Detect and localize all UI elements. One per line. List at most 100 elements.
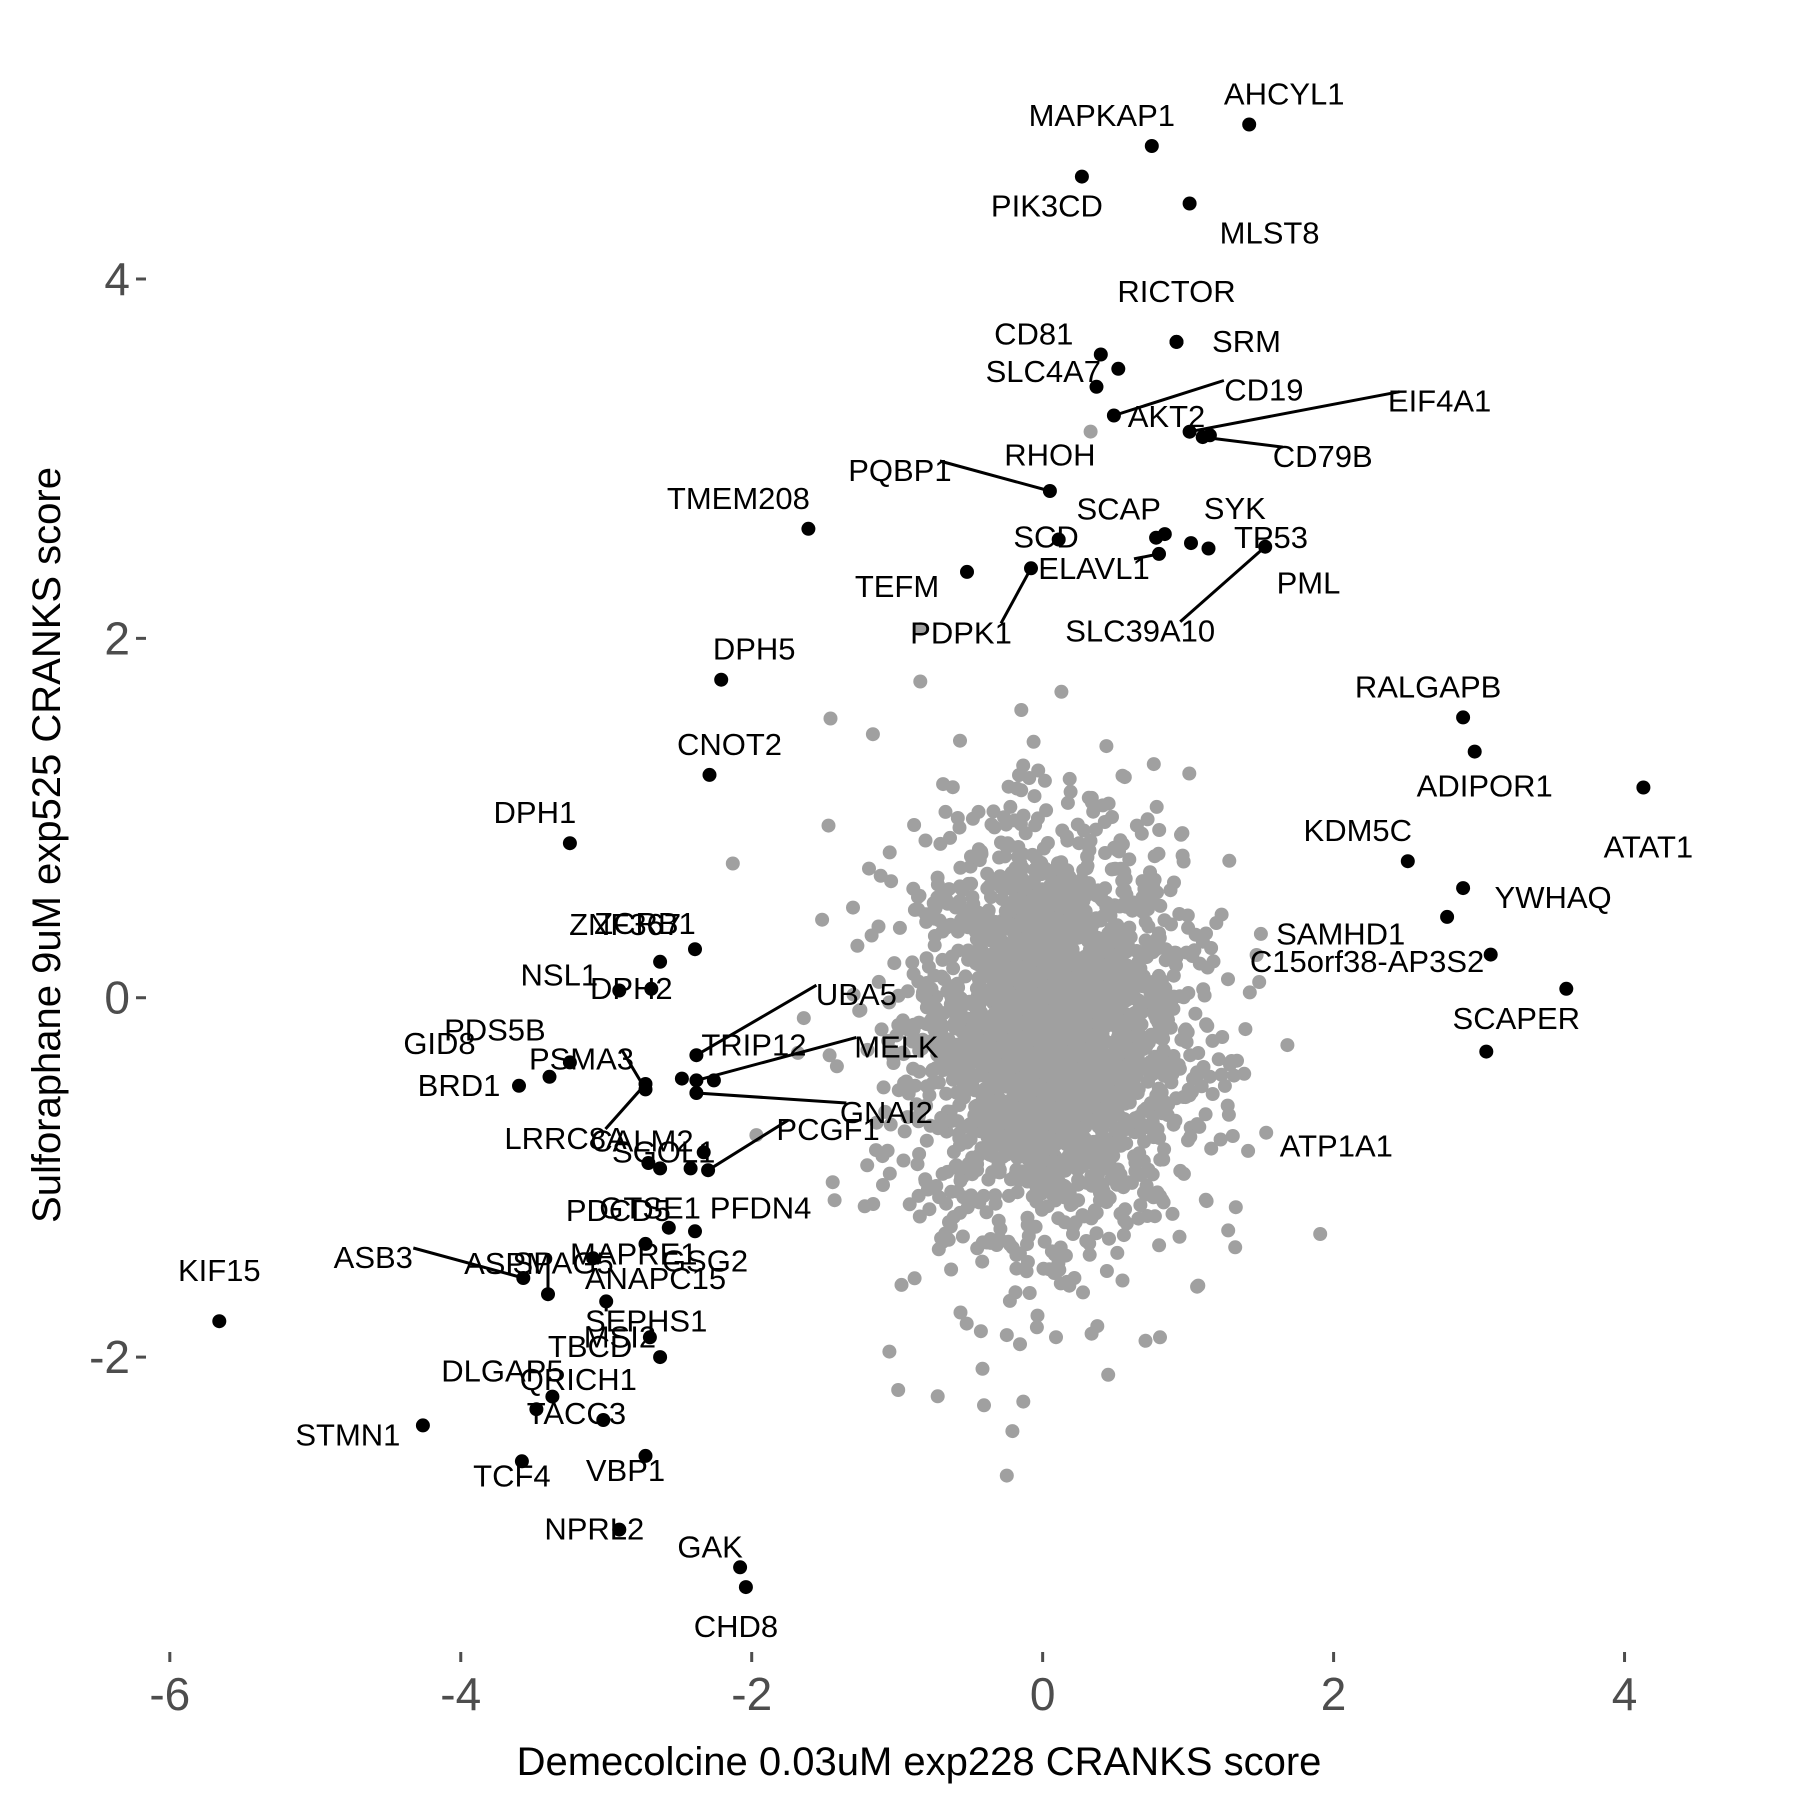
label-scd: SCD	[1013, 520, 1078, 555]
x-tick-label: -2	[731, 1668, 772, 1720]
point-qrich1	[596, 1413, 611, 1427]
label-calm2: CALM2	[590, 1124, 693, 1159]
background-point	[995, 1031, 1010, 1046]
background-point	[1192, 956, 1207, 971]
point-elavl1	[1152, 546, 1166, 561]
background-point	[1199, 926, 1213, 941]
label-elavl1: ELAVL1	[1038, 551, 1149, 586]
background-point	[1141, 1063, 1156, 1078]
background-point	[897, 1124, 912, 1139]
background-point	[1110, 1162, 1125, 1177]
background-point	[876, 1080, 891, 1095]
background-point	[1198, 1107, 1213, 1122]
background-point	[941, 1232, 956, 1247]
background-point	[919, 1000, 934, 1015]
background-point	[1022, 1044, 1037, 1059]
label-znf367: ZNF367	[569, 907, 681, 942]
background-point	[1153, 1330, 1167, 1345]
background-point	[1138, 1333, 1153, 1348]
label-spag5: SPAG5	[513, 1245, 614, 1280]
point-ralgapb	[1456, 710, 1471, 725]
label-brd1: BRD1	[418, 1068, 501, 1103]
background-point	[1059, 829, 1074, 844]
background-point	[943, 1219, 958, 1234]
background-point	[1049, 937, 1064, 952]
background-point	[943, 997, 958, 1012]
background-point	[1204, 941, 1219, 955]
point-gid8	[542, 1069, 557, 1084]
background-point	[919, 1133, 934, 1148]
label-slc4a7: SLC4A7	[986, 354, 1101, 389]
label-tp53: TP53	[1234, 520, 1308, 555]
background-point	[1133, 1198, 1148, 1213]
background-point	[973, 1324, 988, 1339]
background-point	[948, 1158, 963, 1173]
background-point	[1213, 1132, 1228, 1147]
label-stmn1: STMN1	[295, 1417, 400, 1452]
background-point	[1151, 1098, 1166, 1113]
connector-melk	[696, 1035, 857, 1082]
x-axis: -6 -4 -2 0 2 4	[149, 1652, 1637, 1720]
background-point	[1252, 975, 1267, 989]
background-point	[1148, 1008, 1162, 1023]
background-point	[1117, 1213, 1132, 1228]
background-point	[1005, 970, 1020, 985]
label-qrich1: QRICH1	[520, 1362, 637, 1397]
label-chd8: CHD8	[694, 1609, 778, 1644]
background-point	[1091, 1102, 1106, 1117]
background-point	[869, 1115, 884, 1130]
background-point	[1206, 954, 1221, 969]
background-point	[1027, 1060, 1042, 1075]
background-point	[930, 877, 945, 892]
background-point	[924, 1012, 939, 1027]
background-point	[869, 1143, 883, 1158]
background-point	[1076, 1059, 1091, 1074]
x-tick-label: 0	[1030, 1668, 1056, 1720]
background-point	[1025, 1189, 1040, 1204]
label-lrrc8a: LRRC8A	[504, 1121, 627, 1156]
background-point	[815, 912, 830, 927]
background-point	[1197, 988, 1212, 1003]
background-point	[1006, 1131, 1020, 1145]
background-point	[1157, 913, 1172, 928]
background-point	[850, 938, 865, 953]
background-point	[1004, 1054, 1019, 1069]
background-point	[1091, 883, 1106, 898]
background-point	[993, 1221, 1008, 1236]
background-point	[894, 1277, 909, 1292]
background-point	[1047, 1015, 1062, 1030]
point-tbcd	[653, 1350, 668, 1365]
background-point	[1110, 1245, 1125, 1260]
background-point	[1116, 1228, 1131, 1243]
background-point	[919, 1035, 934, 1050]
background-point	[1111, 1069, 1126, 1084]
background-point	[1153, 1083, 1168, 1098]
background-point	[1230, 1053, 1244, 1068]
background-point	[1134, 997, 1149, 1011]
background-point	[959, 1316, 974, 1331]
background-point	[1088, 1206, 1103, 1221]
point-pqbp1	[1042, 484, 1057, 498]
label-gak: GAK	[677, 1529, 743, 1564]
background-point	[1084, 926, 1099, 941]
background-point	[979, 1037, 994, 1052]
background-point	[852, 1003, 867, 1018]
point-tp53	[1184, 536, 1198, 551]
background-point	[1178, 1022, 1193, 1037]
background-point	[902, 1197, 917, 1212]
background-point	[1013, 866, 1028, 881]
background-point	[1205, 1033, 1220, 1048]
background-point	[953, 1173, 968, 1188]
background-point	[866, 1197, 881, 1211]
background-point	[1010, 1150, 1025, 1165]
background-point	[912, 888, 927, 903]
background-point	[1136, 1103, 1151, 1118]
point-chd8	[738, 1580, 753, 1595]
background-point	[988, 1196, 1003, 1211]
background-point	[912, 1015, 926, 1030]
background-point	[1038, 1024, 1053, 1039]
background-point	[1129, 818, 1144, 833]
background-point	[1020, 1018, 1035, 1032]
background-point	[1088, 822, 1103, 837]
label-rictor: RICTOR	[1117, 274, 1235, 309]
